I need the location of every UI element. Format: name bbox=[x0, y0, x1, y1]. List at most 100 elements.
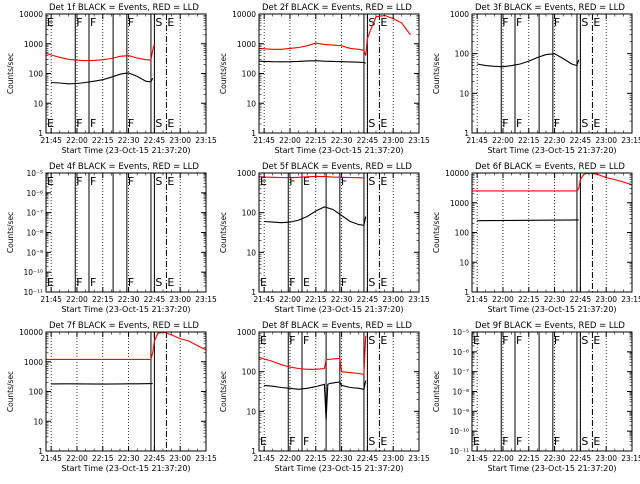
marker-label-top: F bbox=[128, 16, 134, 29]
y-tick-label: 100 bbox=[29, 388, 44, 397]
y-tick-label: 10 bbox=[246, 248, 256, 257]
y-tick-label: 10 bbox=[459, 258, 469, 267]
marker-label-bottom: F bbox=[76, 117, 82, 130]
x-tick-label: 22:30 bbox=[331, 295, 353, 304]
x-tick-label: 21:45 bbox=[466, 136, 488, 145]
marker-label-bottom: S bbox=[155, 276, 162, 289]
x-tick-label: 22:00 bbox=[279, 295, 301, 304]
panel-title: Det 9f BLACK = Events, RED = LLD bbox=[475, 321, 625, 331]
x-axis-label: Start Time (23-Oct-15 21:37:20) bbox=[274, 146, 403, 155]
marker-label-bottom: F bbox=[502, 117, 508, 130]
y-tick-label: 1 bbox=[464, 288, 469, 297]
lld-series-line bbox=[258, 175, 364, 179]
marker-label-top: E bbox=[47, 16, 54, 29]
marker-label-top: F bbox=[502, 334, 508, 347]
x-tick-label: 22:15 bbox=[518, 136, 540, 145]
x-tick-label: 22:30 bbox=[331, 136, 353, 145]
marker-label-bottom: S bbox=[368, 117, 375, 130]
x-tick-label: 22:30 bbox=[544, 454, 566, 463]
x-tick-label: 22:15 bbox=[92, 454, 114, 463]
x-axis-label: Start Time (23-Oct-15 21:37:20) bbox=[61, 464, 190, 473]
x-axis-label: Start Time (23-Oct-15 21:37:20) bbox=[487, 305, 616, 314]
marker-label-top: F bbox=[289, 175, 295, 188]
marker-label-top: S bbox=[155, 16, 162, 29]
x-tick-label: 21:45 bbox=[466, 295, 488, 304]
y-tick-label: 100 bbox=[242, 368, 257, 377]
y-axis-label: Counts/sec bbox=[6, 212, 15, 253]
y-tick-label: 1 bbox=[38, 129, 43, 138]
y-axis-label: Counts/sec bbox=[219, 212, 228, 253]
panel-5: Det 5f BLACK = Events, RED = LLDEEFFEEFF… bbox=[219, 162, 430, 314]
x-tick-label: 22:30 bbox=[118, 454, 140, 463]
events-series-line bbox=[477, 219, 579, 222]
marker-label-top: S bbox=[155, 175, 162, 188]
x-tick-label: 23:00 bbox=[595, 295, 617, 304]
x-tick-label: 22:30 bbox=[544, 295, 566, 304]
marker-label-top: F bbox=[289, 334, 295, 347]
y-tick-label: 10 bbox=[459, 89, 469, 98]
panel-title: Det 2f BLACK = Events, RED = LLD bbox=[262, 3, 412, 13]
marker-label-top: F bbox=[76, 16, 82, 29]
marker-label-bottom: F bbox=[502, 435, 508, 448]
x-tick-label: 21:45 bbox=[40, 136, 62, 145]
marker-label-top: E bbox=[167, 175, 174, 188]
x-tick-label: 23:15 bbox=[621, 454, 640, 463]
x-tick-label: 22:15 bbox=[305, 136, 327, 145]
marker-label-bottom: E bbox=[167, 276, 174, 289]
plot-frame bbox=[45, 331, 207, 452]
marker-label-top: E bbox=[473, 334, 480, 347]
panel-title: Det 5f BLACK = Events, RED = LLD bbox=[262, 162, 412, 172]
y-tick-label: 10⁻⁸ bbox=[26, 229, 43, 238]
events-series-line bbox=[264, 380, 367, 421]
y-tick-label: 10 bbox=[246, 99, 256, 108]
y-tick-label: 10⁻¹¹ bbox=[23, 288, 43, 297]
panel-6: Det 6f BLACK = Events, RED = LLD 1 10 100 10… bbox=[432, 162, 640, 314]
events-series-line bbox=[51, 383, 153, 385]
y-axis-label: Counts/sec bbox=[219, 371, 228, 412]
y-tick-label: 10⁻¹¹ bbox=[449, 447, 469, 456]
marker-label-top: F bbox=[128, 175, 134, 188]
y-tick-label: 1000 bbox=[24, 358, 43, 367]
x-tick-label: 22:15 bbox=[518, 454, 540, 463]
events-series-line bbox=[264, 206, 367, 226]
x-tick-label: 22:00 bbox=[492, 295, 514, 304]
x-tick-label: 22:45 bbox=[144, 295, 166, 304]
y-tick-label: 10⁻⁷ bbox=[26, 209, 43, 218]
marker-label-bottom: F bbox=[289, 276, 295, 289]
panel-title: Det 1f BLACK = Events, RED = LLD bbox=[49, 3, 199, 13]
y-tick-label: 10 bbox=[33, 99, 43, 108]
marker-label-bottom: F bbox=[554, 117, 560, 130]
x-tick-label: 23:00 bbox=[382, 295, 404, 304]
marker-label-top: S bbox=[368, 334, 375, 347]
y-tick-label: 1000 bbox=[24, 40, 43, 49]
plot-frame bbox=[258, 172, 420, 293]
events-series-line bbox=[258, 60, 366, 64]
marker-label-top: F bbox=[554, 16, 560, 29]
plot-frame bbox=[471, 331, 633, 452]
marker-label-bottom: F bbox=[128, 276, 134, 289]
x-tick-label: 22:00 bbox=[492, 454, 514, 463]
marker-label-bottom: E bbox=[380, 276, 387, 289]
marker-label-bottom: F bbox=[303, 435, 309, 448]
x-tick-label: 22:15 bbox=[305, 295, 327, 304]
marker-label-bottom: E bbox=[380, 117, 387, 130]
marker-label-bottom: E bbox=[473, 435, 480, 448]
x-tick-label: 22:30 bbox=[118, 136, 140, 145]
lld-series-line bbox=[258, 14, 411, 56]
x-tick-label: 22:45 bbox=[357, 136, 379, 145]
x-tick-label: 21:45 bbox=[253, 454, 275, 463]
x-tick-label: 21:45 bbox=[253, 136, 275, 145]
marker-label-bottom: E bbox=[593, 435, 600, 448]
x-tick-label: 23:15 bbox=[195, 295, 217, 304]
x-tick-label: 23:00 bbox=[382, 136, 404, 145]
panel-title: Det 7f BLACK = Events, RED = LLD bbox=[49, 321, 199, 331]
marker-label-top: S bbox=[581, 16, 588, 29]
marker-label-bottom: F bbox=[554, 435, 560, 448]
plot-frame bbox=[258, 13, 420, 134]
marker-label-top: F bbox=[341, 175, 347, 188]
marker-label-top: F bbox=[303, 334, 309, 347]
marker-label-bottom: S bbox=[581, 117, 588, 130]
marker-label-top: F bbox=[502, 16, 508, 29]
marker-label-top: E bbox=[167, 16, 174, 29]
